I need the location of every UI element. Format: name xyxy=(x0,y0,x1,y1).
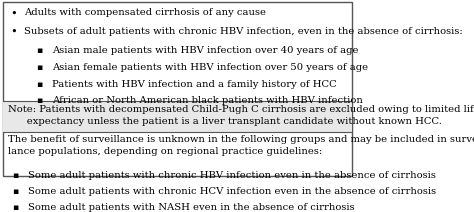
Text: •: • xyxy=(10,27,17,37)
Text: ▪: ▪ xyxy=(36,63,43,72)
Text: The benefit of surveillance is unknown in the following groups and may be includ: The benefit of surveillance is unknown i… xyxy=(8,135,474,156)
Text: ▪: ▪ xyxy=(12,187,18,196)
FancyBboxPatch shape xyxy=(3,2,352,176)
Text: Adults with compensated cirrhosis of any cause: Adults with compensated cirrhosis of any… xyxy=(24,8,266,17)
Text: ▪: ▪ xyxy=(36,96,43,105)
Text: ▪: ▪ xyxy=(12,171,18,180)
Text: Note: Patients with decompensated Child-Pugh C cirrhosis are excluded owing to l: Note: Patients with decompensated Child-… xyxy=(8,105,474,126)
Text: ▪: ▪ xyxy=(36,80,43,89)
Text: Some adult patients with chronic HCV infection even in the absence of cirrhosis: Some adult patients with chronic HCV inf… xyxy=(28,187,436,196)
Text: African or North American black patients with HBV infection: African or North American black patients… xyxy=(53,96,364,105)
FancyBboxPatch shape xyxy=(3,101,352,132)
Text: Some adult patients with NASH even in the absence of cirrhosis: Some adult patients with NASH even in th… xyxy=(28,204,355,212)
Text: Some adult patients with chronic HBV infection even in the absence of cirrhosis: Some adult patients with chronic HBV inf… xyxy=(28,171,436,180)
Text: Asian female patients with HBV infection over 50 years of age: Asian female patients with HBV infection… xyxy=(53,63,369,72)
Text: Subsets of adult patients with chronic HBV infection, even in the absence of cir: Subsets of adult patients with chronic H… xyxy=(24,27,463,36)
Text: •: • xyxy=(10,8,17,18)
Text: ▪: ▪ xyxy=(12,204,18,212)
Text: Asian male patients with HBV infection over 40 years of age: Asian male patients with HBV infection o… xyxy=(53,46,359,55)
Text: ▪: ▪ xyxy=(36,46,43,55)
Text: Patients with HBV infection and a family history of HCC: Patients with HBV infection and a family… xyxy=(53,80,337,89)
